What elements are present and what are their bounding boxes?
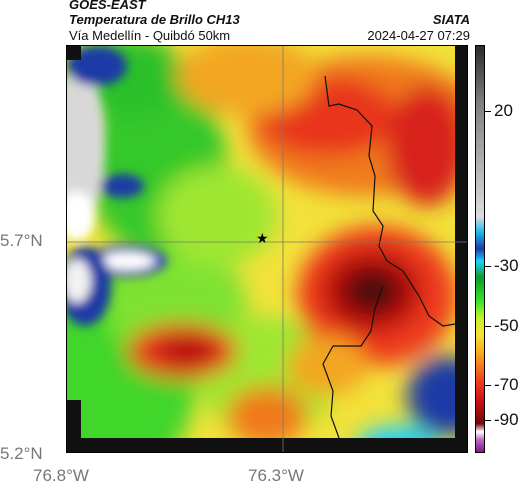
lon-label-76-8: 76.8°W <box>33 466 89 485</box>
colorbar-tick <box>485 111 491 112</box>
colorbar-label: 20 <box>494 101 513 120</box>
lat-label-5-2: 5.2°N <box>0 444 43 463</box>
satellite-map[interactable]: ★ <box>66 45 468 453</box>
datetime-label: 2024-04-27 07:29 <box>367 28 470 43</box>
colorbar-tick <box>485 266 491 267</box>
border-line <box>324 75 456 327</box>
colorbar-label: -50 <box>494 316 519 335</box>
colorbar-tick <box>485 326 491 327</box>
lat-label-5-7: 5.7°N <box>0 231 43 250</box>
lon-label-76-3: 76.3°W <box>248 466 304 485</box>
colorbar-label: -30 <box>494 256 519 275</box>
brightness-temperature-field <box>67 46 467 452</box>
colorbar <box>475 45 485 453</box>
colorbar-label: -90 <box>494 410 519 429</box>
product-title: Temperatura de Brillo CH13 <box>69 12 240 27</box>
colorbar-tick <box>485 385 491 386</box>
region-subtitle: Vía Medellín - Quibdó 50km <box>69 28 231 43</box>
colorbar-label: -70 <box>494 375 519 394</box>
satellite-title: GOES-EAST <box>69 0 146 12</box>
org-label: SIATA <box>432 12 470 27</box>
star-icon: ★ <box>256 230 269 246</box>
colorbar-tick <box>485 420 491 421</box>
